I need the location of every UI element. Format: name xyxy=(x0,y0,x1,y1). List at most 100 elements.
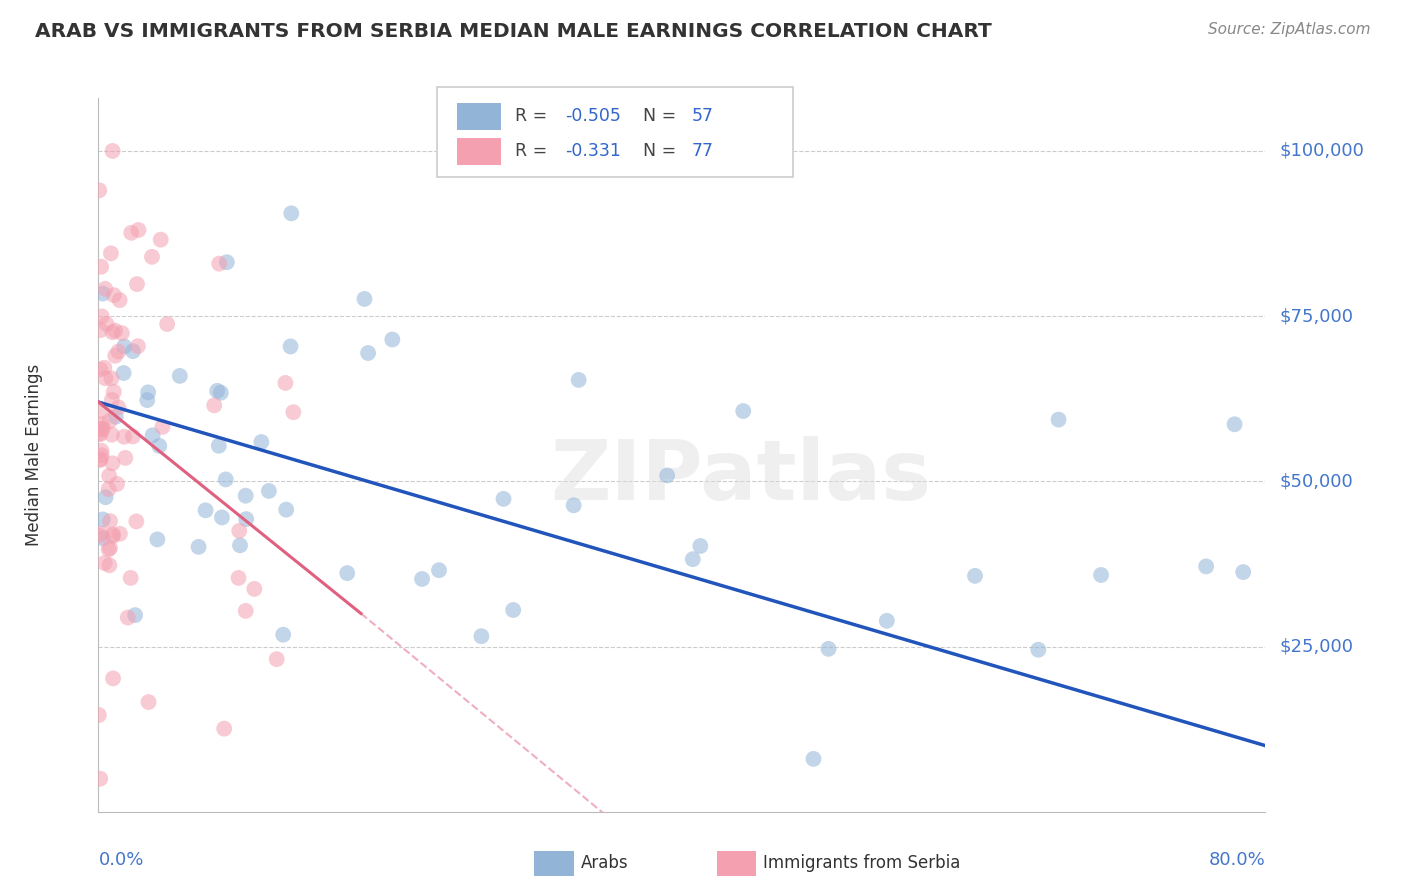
Point xyxy=(90,526,112,541)
Point xyxy=(682,552,704,566)
Point xyxy=(101,325,124,339)
Point xyxy=(142,428,165,442)
Point xyxy=(112,430,135,444)
Point xyxy=(117,610,139,624)
Point xyxy=(112,366,135,380)
Point xyxy=(107,401,129,415)
Point xyxy=(187,540,209,554)
Point xyxy=(105,477,128,491)
Text: $50,000: $50,000 xyxy=(1279,473,1353,491)
Point xyxy=(94,490,117,504)
Point xyxy=(101,392,124,407)
Point xyxy=(97,482,120,496)
Point xyxy=(101,529,124,543)
Point xyxy=(98,514,121,528)
Point xyxy=(502,603,524,617)
Point xyxy=(112,339,135,353)
Point xyxy=(381,333,404,347)
Point xyxy=(103,288,125,302)
Point xyxy=(803,752,825,766)
Point xyxy=(94,282,117,296)
Point xyxy=(876,614,898,628)
Point xyxy=(357,346,380,360)
Point xyxy=(235,604,257,618)
Point xyxy=(124,608,146,623)
Point xyxy=(733,404,755,418)
Point xyxy=(107,344,129,359)
Point xyxy=(215,472,238,486)
Point xyxy=(90,260,112,274)
Point xyxy=(427,563,450,577)
Point xyxy=(235,489,257,503)
Point xyxy=(228,571,250,585)
Point xyxy=(215,255,238,269)
Point xyxy=(271,628,294,642)
Text: -0.505: -0.505 xyxy=(565,107,621,125)
Point xyxy=(90,310,112,324)
Point xyxy=(568,373,591,387)
Point xyxy=(91,404,114,418)
Point xyxy=(98,414,121,428)
Point xyxy=(89,426,111,441)
Point xyxy=(817,641,839,656)
Point xyxy=(111,326,134,340)
Point xyxy=(90,443,112,458)
Text: $25,000: $25,000 xyxy=(1279,638,1354,656)
Point xyxy=(87,708,110,723)
Point xyxy=(127,223,149,237)
Point xyxy=(91,532,114,546)
Point xyxy=(90,421,112,435)
Point xyxy=(89,772,111,786)
Point xyxy=(114,450,136,465)
Text: 77: 77 xyxy=(692,142,713,160)
Point xyxy=(120,226,142,240)
Point xyxy=(100,246,122,260)
Point xyxy=(104,324,127,338)
Point xyxy=(90,422,112,436)
Point xyxy=(98,558,121,573)
Text: Immigrants from Serbia: Immigrants from Serbia xyxy=(763,855,960,872)
Point xyxy=(212,722,235,736)
Text: $100,000: $100,000 xyxy=(1279,142,1364,160)
Point xyxy=(1026,642,1049,657)
Point xyxy=(235,512,257,526)
Point xyxy=(689,539,711,553)
Point xyxy=(1090,568,1112,582)
Text: N =: N = xyxy=(644,142,682,160)
Point xyxy=(274,376,297,390)
Point xyxy=(205,384,228,398)
Point xyxy=(209,385,232,400)
Text: N =: N = xyxy=(644,107,682,125)
Point xyxy=(411,572,433,586)
Point xyxy=(149,233,172,247)
Point xyxy=(148,439,170,453)
Text: -0.331: -0.331 xyxy=(565,142,621,160)
Point xyxy=(1232,565,1254,579)
Point xyxy=(90,417,112,431)
Point xyxy=(90,452,112,467)
Point xyxy=(208,257,231,271)
Point xyxy=(98,541,121,555)
Text: Median Male Earnings: Median Male Earnings xyxy=(25,364,44,546)
Point xyxy=(90,448,112,462)
Point xyxy=(91,512,114,526)
Point xyxy=(194,503,217,517)
Point xyxy=(108,293,131,307)
Point xyxy=(138,695,160,709)
Point xyxy=(98,468,121,483)
Point xyxy=(152,420,174,434)
Point xyxy=(266,652,288,666)
Text: 80.0%: 80.0% xyxy=(1209,851,1265,869)
Point xyxy=(211,510,233,524)
Point xyxy=(470,629,492,643)
Point xyxy=(89,323,111,337)
Point xyxy=(101,427,124,442)
Point xyxy=(108,526,131,541)
Text: $75,000: $75,000 xyxy=(1279,307,1354,326)
Text: Arabs: Arabs xyxy=(581,855,628,872)
Point xyxy=(89,528,111,542)
Point xyxy=(1047,412,1070,426)
Point xyxy=(228,524,250,538)
Point xyxy=(655,468,678,483)
Text: 0.0%: 0.0% xyxy=(98,851,143,869)
